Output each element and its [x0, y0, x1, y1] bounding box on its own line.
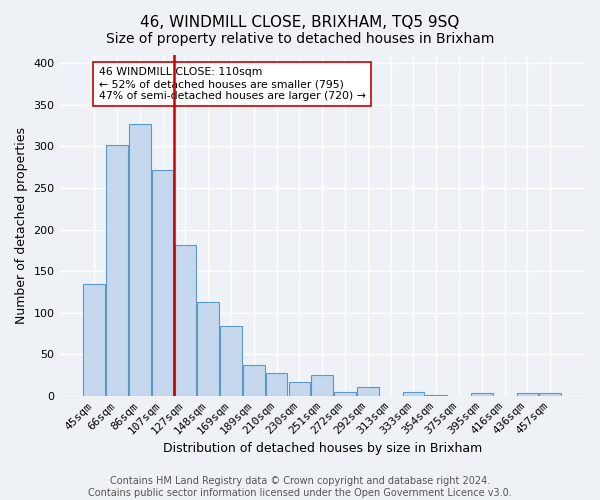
Text: 46, WINDMILL CLOSE, BRIXHAM, TQ5 9SQ: 46, WINDMILL CLOSE, BRIXHAM, TQ5 9SQ	[140, 15, 460, 30]
Bar	[220, 326, 242, 396]
Bar	[403, 392, 424, 396]
Bar	[471, 394, 493, 396]
X-axis label: Distribution of detached houses by size in Brixham: Distribution of detached houses by size …	[163, 442, 482, 455]
Bar	[175, 244, 196, 396]
Bar	[129, 124, 151, 396]
Bar	[152, 170, 173, 396]
Bar	[289, 382, 310, 396]
Bar	[334, 392, 356, 396]
Text: 46 WINDMILL CLOSE: 110sqm
← 52% of detached houses are smaller (795)
47% of semi: 46 WINDMILL CLOSE: 110sqm ← 52% of detac…	[99, 68, 365, 100]
Bar	[106, 145, 128, 396]
Bar	[517, 392, 538, 396]
Bar	[357, 386, 379, 396]
Bar	[243, 365, 265, 396]
Bar	[539, 392, 561, 396]
Bar	[425, 395, 447, 396]
Bar	[311, 375, 333, 396]
Bar	[83, 284, 105, 396]
Text: Contains HM Land Registry data © Crown copyright and database right 2024.
Contai: Contains HM Land Registry data © Crown c…	[88, 476, 512, 498]
Bar	[266, 374, 287, 396]
Text: Size of property relative to detached houses in Brixham: Size of property relative to detached ho…	[106, 32, 494, 46]
Y-axis label: Number of detached properties: Number of detached properties	[15, 127, 28, 324]
Bar	[197, 302, 219, 396]
